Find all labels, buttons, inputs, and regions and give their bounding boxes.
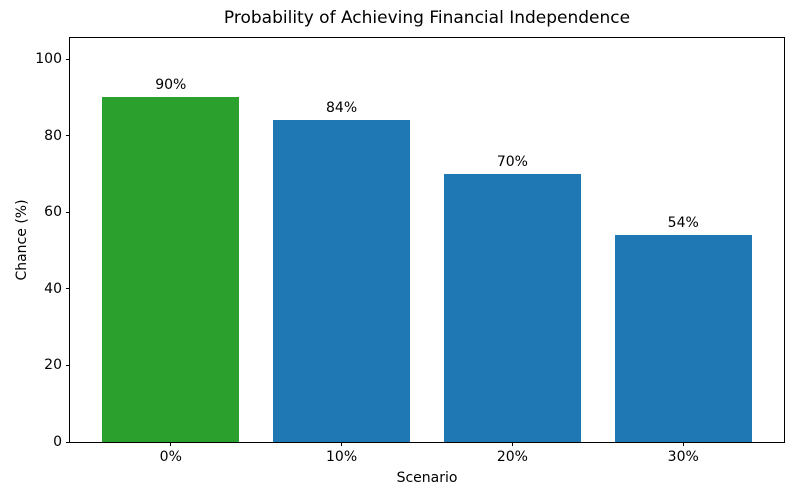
- bar-value-label: 54%: [667, 215, 699, 232]
- y-tick-mark: [66, 288, 70, 290]
- x-tick-mark: [682, 442, 684, 446]
- plot-area: 0 20 40 60 80 100 90% 0% 84% 10% 70% 20% 54% 30%: [35, 37, 785, 465]
- y-tick-mark: [66, 58, 70, 60]
- y-tick-label: 40: [44, 280, 62, 297]
- y-tick-label: 100: [35, 51, 62, 68]
- x-tick-mark: [170, 442, 172, 446]
- y-tick-label: 80: [44, 127, 62, 144]
- x-axis-label: Scenario: [396, 470, 458, 486]
- y-tick-mark: [66, 211, 70, 213]
- y-axis-label: Chance (%): [14, 199, 30, 281]
- x-tick-label: 30%: [667, 449, 699, 465]
- bar-0pct: [102, 97, 240, 442]
- bar-10pct: [273, 120, 410, 442]
- x-tick-label: 20%: [496, 449, 528, 465]
- y-tick-mark: [66, 135, 70, 137]
- x-tick-label: 10%: [326, 449, 358, 465]
- y-tick-label: 0: [53, 434, 62, 450]
- bar-20pct: [444, 173, 581, 442]
- bar-30pct: [614, 235, 752, 442]
- x-tick-mark: [341, 442, 343, 446]
- chart-title: Probability of Achieving Financial Indep…: [223, 8, 631, 28]
- y-tick-label: 60: [44, 204, 62, 221]
- y-tick-label: 20: [44, 357, 62, 374]
- x-tick-label: 0%: [159, 449, 182, 465]
- bar-value-label: 70%: [496, 153, 528, 170]
- x-tick-mark: [511, 442, 513, 446]
- y-tick-mark: [66, 364, 70, 366]
- y-tick-mark: [66, 441, 70, 443]
- bar-value-label: 90%: [155, 77, 187, 94]
- bar-value-label: 84%: [326, 100, 358, 117]
